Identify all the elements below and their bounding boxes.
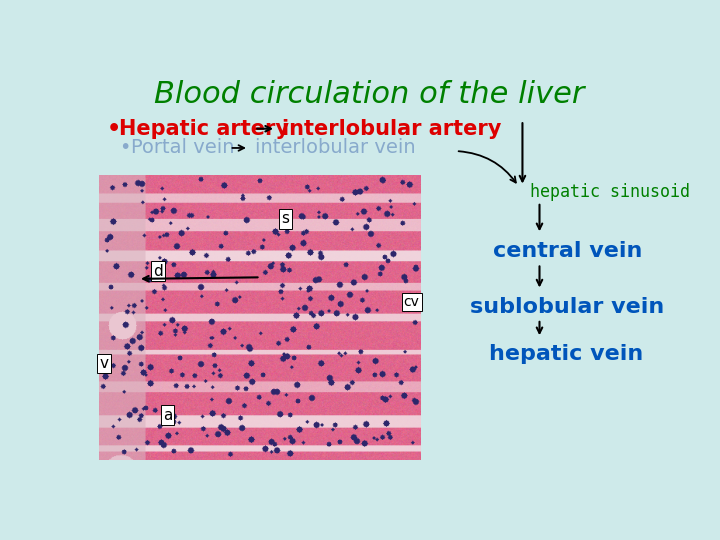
Text: •: • — [120, 138, 131, 158]
Text: Portal vein: Portal vein — [131, 138, 235, 158]
Text: hepatic vein: hepatic vein — [489, 343, 644, 363]
Text: a: a — [163, 408, 172, 423]
Text: interlobular artery: interlobular artery — [282, 119, 502, 139]
Text: s: s — [282, 211, 289, 226]
Text: •: • — [107, 119, 121, 139]
Text: central vein: central vein — [493, 241, 642, 261]
Text: Blood circulation of the liver: Blood circulation of the liver — [154, 79, 584, 109]
Text: d: d — [153, 264, 163, 279]
Text: cv: cv — [404, 295, 420, 309]
Text: v: v — [99, 356, 109, 371]
Text: sublobular vein: sublobular vein — [469, 298, 664, 318]
Text: Hepatic artery: Hepatic artery — [120, 119, 289, 139]
Text: interlobular vein: interlobular vein — [255, 138, 415, 158]
Text: hepatic sinusoid: hepatic sinusoid — [530, 183, 690, 201]
